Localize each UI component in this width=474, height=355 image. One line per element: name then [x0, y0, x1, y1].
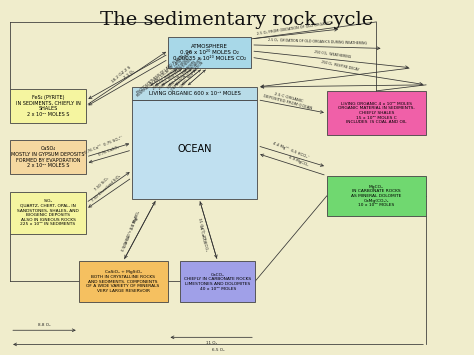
- Text: 0.76 CaSO₄: 0.76 CaSO₄: [98, 145, 120, 157]
- Text: 7.50 Dissolved SiO₂: 7.50 Dissolved SiO₂: [91, 174, 122, 202]
- Text: 7.50 SiO₂: 7.50 SiO₂: [94, 177, 110, 192]
- Text: LIVING ORGANIC 600 x 10¹⁵ MOLES: LIVING ORGANIC 600 x 10¹⁵ MOLES: [149, 91, 241, 96]
- FancyBboxPatch shape: [327, 91, 426, 135]
- Text: CaSO₄
MOSTLY IN GYPSUM DEPOSITS
FORMED BY EVAPORATION
2 x 10²⁰ MOLES S: CaSO₄ MOSTLY IN GYPSUM DEPOSITS FORMED B…: [11, 146, 85, 168]
- Text: SiO₂
QUARTZ, CHERT, OPAL, IN
SANDSTONES, SHALES, AND
BIOGENIC DEPOSITS
ALSO IN I: SiO₂ QUARTZ, CHERT, OPAL, IN SANDSTONES,…: [17, 200, 79, 226]
- Text: 2500 CO₂ PHOTOSYNTHESIS: 2500 CO₂ PHOTOSYNTHESIS: [152, 58, 189, 91]
- FancyBboxPatch shape: [132, 87, 257, 100]
- Text: FOOD FOR ORGANISMS: FOOD FOR ORGANISMS: [166, 60, 196, 89]
- Text: ATMOSPHERE
0.96 x 10²⁰ MOLES O₂
0.00035 x 10²⁰ MOLES CO₂: ATMOSPHERE 0.96 x 10²⁰ MOLES O₂ 0.00035 …: [173, 44, 246, 61]
- Text: CaCO₃
CHIEFLY IN CARBONATE ROCKS
LIMESTONES AND DOLOMITES
40 x 10²⁰ MOLES: CaCO₃ CHIEFLY IN CARBONATE ROCKS LIMESTO…: [184, 273, 251, 290]
- Text: 4.4 Mg²⁺  6.5 HCO₃⁻: 4.4 Mg²⁺ 6.5 HCO₃⁻: [273, 141, 310, 160]
- FancyBboxPatch shape: [180, 261, 255, 302]
- Text: CaSiO₃ + MgSiO₃
BOTH IN CRYSTALLINE ROCKS
AND SEDIMENTS. COMPONENTS
OF A WIDE VA: CaSiO₃ + MgSiO₃ BOTH IN CRYSTALLINE ROCK…: [86, 271, 160, 293]
- Text: 2.5 O₂ FROM OXIDATION OF OLD ORGANICS: 2.5 O₂ FROM OXIDATION OF OLD ORGANICS: [256, 21, 333, 36]
- Text: 31 Ca²⁺  27 HCO₃: 31 Ca²⁺ 27 HCO₃: [197, 217, 208, 251]
- Text: FeS₂ (PYRITE)
IN SEDIMENTS, CHIEFLY IN
SHALES
2 x 10²⁰ MOLES S: FeS₂ (PYRITE) IN SEDIMENTS, CHIEFLY IN S…: [16, 95, 81, 117]
- Text: 0.5 CaSiO₃ + 1.2 MgSiO₃: 0.5 CaSiO₃ + 1.2 MgSiO₃: [122, 211, 142, 252]
- FancyBboxPatch shape: [10, 140, 86, 174]
- Text: 2.1 O₂: 2.1 O₂: [123, 70, 136, 80]
- Text: 6.5 O₂: 6.5 O₂: [212, 348, 224, 352]
- Text: OCEAN: OCEAN: [177, 144, 212, 154]
- Text: 250 O₂  RESPIRE DECAY: 250 O₂ RESPIRE DECAY: [321, 60, 359, 72]
- Text: 0.76 Ca²⁺  0.75 SO₄²⁻: 0.76 Ca²⁺ 0.75 SO₄²⁻: [84, 136, 124, 155]
- FancyBboxPatch shape: [10, 192, 86, 234]
- Text: 11 CO₂ RESPIRATION: 11 CO₂ RESPIRATION: [180, 61, 205, 89]
- Text: 18.2 O₂: 18.2 O₂: [111, 70, 125, 83]
- Text: 6.9 MgCO₃: 6.9 MgCO₃: [288, 155, 309, 167]
- FancyBboxPatch shape: [79, 261, 167, 302]
- Text: LIVING ORGANIC 4 x 10²⁰ MOLES
ORGANIC MATERIAL IN SEDIMENTS,
CHIEFLY SHALES
15 x: LIVING ORGANIC 4 x 10²⁰ MOLES ORGANIC MA…: [338, 102, 415, 124]
- FancyBboxPatch shape: [10, 89, 86, 123]
- FancyBboxPatch shape: [168, 37, 251, 68]
- Text: 11 O₂: 11 O₂: [206, 341, 217, 345]
- Text: 2.5 C ORGANIC
DEPOSITED FROM OCEAN: 2.5 C ORGANIC DEPOSITED FROM OCEAN: [263, 90, 314, 111]
- Text: PHOTOSYNTHESIS OF LAND PLANTS: PHOTOSYNTHESIS OF LAND PLANTS: [136, 54, 184, 94]
- Text: DEPOSITION OF ORGANICS: DEPOSITION OF ORGANICS: [171, 57, 203, 92]
- FancyBboxPatch shape: [327, 176, 426, 217]
- Text: 11 CaCO₃: 11 CaCO₃: [199, 225, 206, 244]
- FancyBboxPatch shape: [132, 100, 257, 199]
- Text: 250 CO₂  WEATHERING: 250 CO₂ WEATHERING: [314, 50, 351, 59]
- Text: The sedimentary rock cycle: The sedimentary rock cycle: [100, 11, 374, 29]
- Text: 0.8 Ca²⁺  3.5 Mg²⁺: 0.8 Ca²⁺ 3.5 Mg²⁺: [123, 214, 140, 248]
- Text: 2.2 S: 2.2 S: [122, 66, 132, 75]
- Text: 8.8 O₂: 8.8 O₂: [38, 323, 51, 327]
- Text: 2.5 O₂  OXIDATION OF OLD ORGANICS DURING WEATHERING: 2.5 O₂ OXIDATION OF OLD ORGANICS DURING …: [268, 38, 367, 45]
- Text: RESPIRATION AND DECAY OF LAND PLANTS: RESPIRATION AND DECAY OF LAND PLANTS: [136, 50, 194, 98]
- Text: MgCO₃
IN CARBONATE ROCKS
AS MINERAL DOLOMITE
CaMg(CO₃)₂
10 x 10²⁰ MOLES: MgCO₃ IN CARBONATE ROCKS AS MINERAL DOLO…: [351, 185, 401, 207]
- Text: 2500 O₂ PHOTOSYNTHESIS: 2500 O₂ PHOTOSYNTHESIS: [158, 58, 193, 91]
